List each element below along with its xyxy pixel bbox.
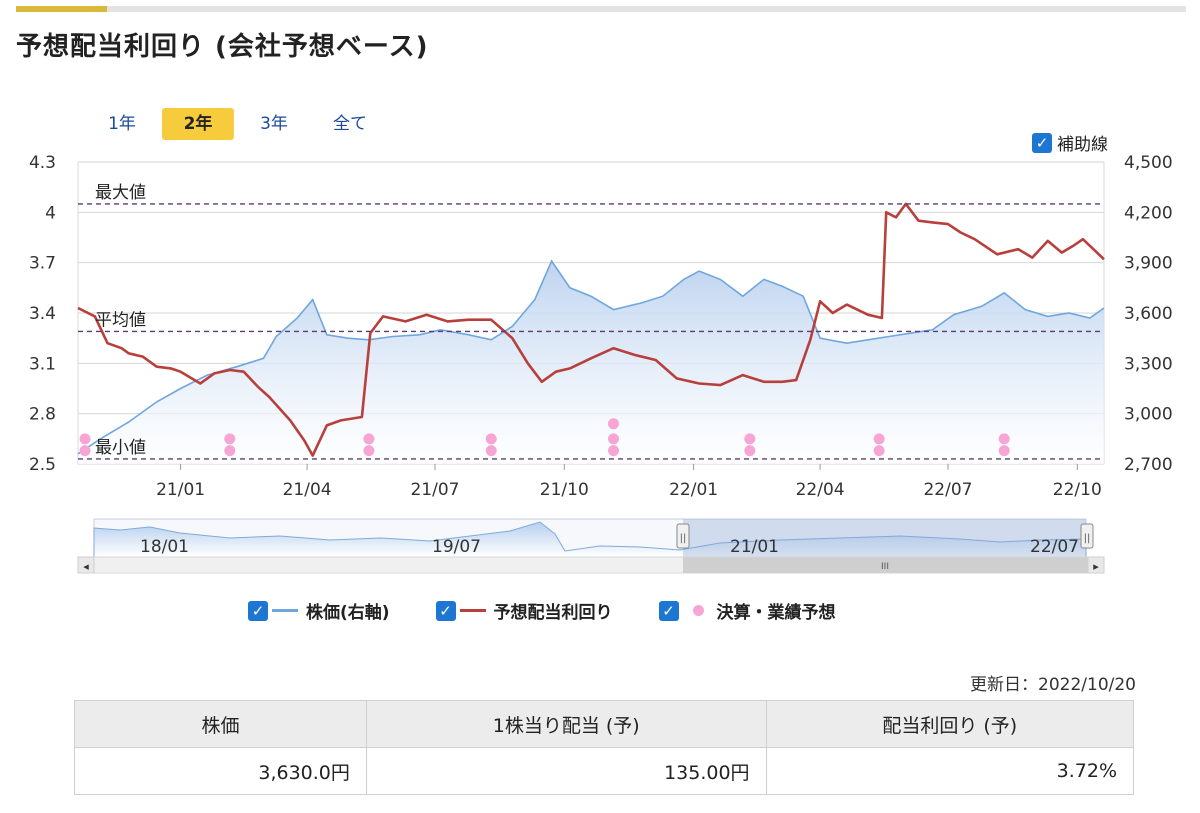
summary-header-dividend: 1株当り配当 (予) [365, 700, 767, 748]
top-accent [16, 6, 107, 12]
event-marker [607, 418, 619, 430]
right-axis-tick-label: 4,500 [1124, 153, 1173, 173]
summary-table: 株価 1株当り配当 (予) 配当利回り (予) 3,630.0円 135.00円… [74, 700, 1135, 795]
left-axis-tick-label: 2.5 [29, 455, 56, 475]
event-marker [998, 445, 1010, 457]
navigator-label-1801: 18/01 [140, 537, 189, 557]
x-axis-tick-label: 22/04 [796, 480, 845, 500]
range-tab-1y[interactable]: 1年 [108, 114, 136, 134]
svg-text:||: || [680, 533, 687, 544]
event-marker [873, 433, 885, 445]
aux-lines-checkbox[interactable]: ✓ [1032, 132, 1052, 153]
x-axis-tick-label: 22/01 [669, 480, 718, 500]
aux-lines-toggle[interactable]: ✓ 補助線 [1032, 130, 1108, 155]
legend-price-swatch [272, 609, 298, 612]
legend-events-label: 決算・業績予想 [716, 603, 836, 623]
summary-value-price: 3,630.0円 [74, 747, 367, 795]
left-axis-tick-label: 3.4 [29, 304, 56, 324]
scroll-right-icon: ▸ [1093, 560, 1099, 573]
x-axis-tick-label: 21/04 [283, 480, 332, 500]
summary-value-yield: 3.72% [765, 747, 1135, 795]
range-tab-3y[interactable]: 3年 [260, 114, 288, 134]
legend-price-checkbox[interactable]: ✓ [248, 600, 268, 621]
event-marker [363, 445, 375, 457]
left-axis-tick-label: 4 [45, 203, 56, 223]
event-marker [224, 433, 236, 445]
event-marker [744, 445, 756, 457]
right-axis-tick-label: 3,900 [1124, 254, 1173, 274]
page-title: 予想配当利回り (会社予想ベース) [16, 32, 429, 62]
event-marker [363, 433, 375, 445]
aux-lines-label: 補助線 [1057, 135, 1108, 155]
event-marker [744, 433, 756, 445]
price-line [77, 259, 1105, 455]
scroll-left-icon: ◂ [83, 560, 89, 573]
reference-line-label: 最小値 [95, 438, 146, 458]
event-marker [485, 445, 497, 457]
navigator-label-2101: 21/01 [730, 537, 779, 557]
scrollbar-thumb[interactable] [683, 557, 1088, 573]
legend-events-checkbox[interactable]: ✓ [658, 600, 679, 621]
summary-value-dividend: 135.00円 [365, 747, 767, 795]
event-marker [485, 433, 497, 445]
x-axis-tick-label: 21/10 [540, 480, 589, 500]
legend-item-events[interactable]: ✓ 決算・業績予想 [658, 598, 836, 623]
range-tabs: 1年 2年 3年 全て [86, 108, 390, 140]
legend-yield-swatch [459, 609, 486, 612]
top-accent-bar [16, 6, 1186, 12]
right-axis-tick-label: 3,000 [1124, 405, 1173, 425]
summary-header-row: 株価 1株当り配当 (予) 配当利回り (予) [74, 700, 1135, 748]
left-axis-tick-label: 3.1 [29, 354, 56, 374]
right-axis-tick-label: 3,600 [1124, 304, 1173, 324]
event-marker [607, 445, 619, 457]
event-marker [873, 445, 885, 457]
x-axis-tick-label: 21/01 [156, 480, 205, 500]
x-axis-tick-label: 21/07 [410, 480, 459, 500]
event-marker [224, 445, 236, 457]
summary-header-yield: 配当利回り (予) [765, 700, 1135, 748]
scroll-right-button[interactable] [1087, 556, 1105, 574]
event-marker [607, 433, 619, 445]
chart-legend: ✓ 株価(右軸) ✓ 予想配当利回り ✓ 決算・業績予想 [248, 598, 882, 623]
right-axis-tick-label: 3,300 [1124, 354, 1173, 374]
reference-line-label: 平均値 [95, 310, 146, 330]
summary-value-row: 3,630.0円 135.00円 3.72% [74, 747, 1135, 795]
legend-yield-checkbox[interactable]: ✓ [435, 600, 456, 621]
scrollbar-grip: III [881, 562, 889, 572]
x-axis-tick-label: 22/07 [923, 480, 972, 500]
price-area [78, 261, 1104, 464]
reference-line-label: 最大値 [95, 183, 146, 203]
svg-text:||: || [1084, 533, 1091, 544]
yield-line [77, 202, 1105, 457]
legend-item-yield[interactable]: ✓ 予想配当利回り [435, 598, 613, 623]
left-axis-tick-label: 3.7 [29, 254, 56, 274]
right-axis-tick-label: 2,700 [1124, 455, 1173, 475]
range-tab-2y[interactable]: 2年 [162, 108, 234, 140]
navigator-series [93, 521, 1087, 558]
legend-events-swatch [692, 605, 704, 616]
left-axis-tick-label: 2.8 [29, 405, 56, 425]
scroll-left-button[interactable] [77, 556, 95, 574]
right-axis-tick-label: 4,200 [1124, 203, 1173, 223]
event-marker [998, 433, 1010, 445]
navigator-handle-right[interactable]: || [1080, 523, 1094, 549]
left-axis-tick-label: 4.3 [29, 153, 56, 173]
updated-date: 更新日：2022/10/20 [970, 675, 1136, 695]
legend-yield-label: 予想配当利回り [493, 603, 613, 623]
navigator-selection[interactable] [683, 519, 1086, 557]
event-marker [79, 433, 91, 445]
x-axis-tick-label: 22/10 [1053, 480, 1102, 500]
event-marker [79, 445, 91, 457]
navigator-label-1907: 19/07 [432, 537, 481, 557]
legend-price-label: 株価(右軸) [306, 603, 390, 623]
summary-header-price: 株価 [74, 700, 367, 748]
legend-item-price[interactable]: ✓ 株価(右軸) [248, 598, 390, 623]
navigator-handle-left[interactable]: || [676, 523, 690, 549]
range-tab-all[interactable]: 全て [333, 114, 367, 134]
navigator-label-2207: 22/07 [1030, 537, 1079, 557]
